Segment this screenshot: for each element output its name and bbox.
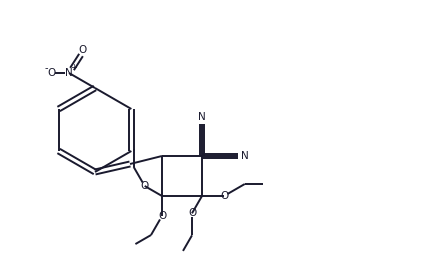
- Text: O: O: [220, 191, 228, 201]
- Text: -: -: [44, 63, 48, 73]
- Text: +: +: [71, 63, 77, 73]
- Text: O: O: [188, 208, 196, 218]
- Text: O: O: [47, 68, 55, 78]
- Text: N: N: [198, 112, 206, 122]
- Text: O: O: [78, 45, 86, 55]
- Text: O: O: [140, 181, 149, 191]
- Text: O: O: [158, 211, 166, 221]
- Text: N: N: [65, 68, 73, 78]
- Text: N: N: [241, 151, 249, 161]
